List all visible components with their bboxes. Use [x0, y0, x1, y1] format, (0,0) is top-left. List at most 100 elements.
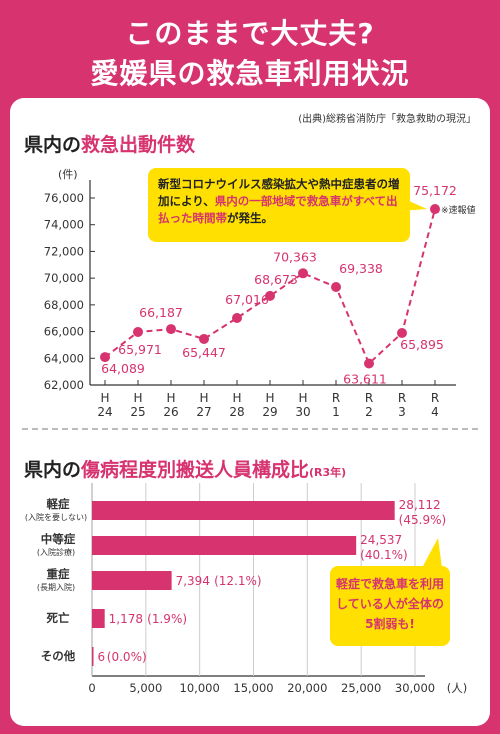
section1-title-highlight: 救急出動件数: [81, 134, 196, 156]
bar: [92, 501, 395, 520]
x-tick-era: H: [298, 391, 307, 405]
callout-pointer: [422, 538, 442, 568]
x-tick-label: 5,000: [129, 681, 162, 695]
bar-chart: 0 5,000 10,000 15,000 20,000 25,000 30,000 (人) 軽…: [25, 483, 467, 695]
x-tick-year: 25: [130, 405, 145, 419]
x-tick-era: H: [133, 391, 142, 405]
data-point: [232, 313, 242, 324]
x-tick-era: R: [431, 391, 439, 405]
x-tick-era: R: [365, 391, 373, 405]
x-tick-label: 0: [88, 681, 95, 695]
data-point: [199, 333, 209, 344]
data-label: 69,338: [339, 261, 383, 276]
x-tick-year: 27: [196, 405, 211, 419]
y-tick-label: 62,000: [44, 378, 84, 392]
content-panel: (出典)総務省消防庁「救急救助の現況」 県内の救急出動件数 (件) 62,000 6…: [10, 98, 490, 726]
data-point: [166, 324, 176, 335]
section2-title: 県内の傷病程度別搬送人員構成比(R3年): [24, 455, 346, 482]
bar: [92, 536, 357, 555]
bar-category-label: 重症: [47, 567, 70, 581]
series-line: [104, 208, 436, 366]
y-tick-label: 76,000: [44, 191, 84, 205]
x-tick-era: H: [232, 391, 241, 405]
y-tick-label: 68,000: [44, 298, 84, 312]
section1-title-pre: 県内の: [24, 134, 82, 156]
bar-category-label: その他: [41, 649, 76, 663]
provisional-note: ※速報値: [441, 204, 476, 216]
x-tick-label: 15,000: [233, 681, 273, 695]
bar: [92, 571, 172, 590]
x-tick-year: 28: [229, 405, 244, 419]
header: このままで大丈夫? 愛媛県の救急車利用状況: [0, 0, 500, 96]
section-divider: [22, 428, 478, 430]
title-line-2: 愛媛県の救急車利用状況: [90, 57, 410, 90]
y-tick-label: 74,000: [44, 218, 84, 232]
section2-title-highlight: 傷病程度別搬送人員構成比: [81, 459, 310, 481]
data-point: [430, 204, 440, 215]
data-label: 65,971: [118, 342, 162, 357]
data-label: 65,447: [182, 345, 226, 360]
x-tick-year: 29: [262, 405, 277, 419]
x-tick-era: H: [265, 391, 274, 405]
bar-value-label: 7,394: [176, 574, 210, 588]
x-tick-label: 20,000: [287, 681, 327, 695]
line-chart: (件) 62,000 64,000 66,000 68,000 70,000 72,000 7…: [44, 168, 476, 419]
data-point: [298, 268, 308, 279]
y-tick-label: 64,000: [44, 351, 84, 365]
y-axis-label: (件): [58, 168, 78, 181]
data-point: [133, 326, 143, 337]
bar-value-label: 28,112: [399, 498, 441, 512]
y-tick-label: 70,000: [44, 271, 84, 285]
data-point: [397, 327, 407, 338]
bar-category-label: 死亡: [47, 611, 70, 625]
x-tick-year: 1: [332, 405, 340, 419]
x-tick-label: 25,000: [341, 681, 381, 695]
data-label: 63,611: [343, 371, 387, 386]
x-axis-label: (人): [447, 681, 467, 695]
callout-covid-highlight: 県内の一部地域で救急車がすべて出払った時間帯: [158, 194, 398, 225]
data-label: 64,089: [101, 361, 145, 376]
bar-category-label: 中等症: [41, 532, 76, 546]
x-tick-label: 30,000: [395, 681, 435, 695]
bar: [92, 609, 105, 628]
y-tick-label: 72,000: [44, 244, 84, 258]
data-label: 65,895: [400, 337, 444, 352]
bar-category-sub: (入院を要しない): [25, 512, 87, 522]
x-tick-year: 3: [398, 405, 406, 419]
data-point: [364, 358, 374, 369]
y-tick-label: 66,000: [44, 325, 84, 339]
data-label: 75,172: [413, 183, 457, 198]
x-tick-year: 26: [163, 405, 178, 419]
x-tick-year: 30: [295, 405, 310, 419]
section1-title: 県内の救急出動件数: [24, 130, 195, 157]
x-tick-era: H: [199, 391, 208, 405]
bar: [92, 647, 94, 666]
callout-covid-pre: 新型コロナウイルス感染拡大や熱中症患者の増加により、: [158, 177, 400, 208]
bar-value-label: 6: [98, 650, 106, 664]
data-label: 68,673: [254, 272, 298, 287]
data-label: 67,016: [225, 292, 269, 307]
bar-pct-label: (12.1%): [214, 574, 261, 588]
bar-pct-label: (40.1%): [360, 548, 407, 562]
x-tick-label: 10,000: [180, 681, 220, 695]
x-tick-era: H: [100, 391, 109, 405]
section2-title-pre: 県内の: [24, 459, 82, 481]
bar-category-sub: (長期入院): [37, 582, 75, 592]
bar-pct-label: (0.0%): [107, 650, 147, 664]
source-note: (出典)総務省消防庁「救急救助の現況」: [298, 114, 476, 125]
data-label: 66,187: [139, 305, 183, 320]
data-point: [100, 352, 110, 363]
bar-category-label: 軽症: [47, 497, 70, 511]
data-label: 70,363: [273, 249, 317, 264]
callout-mild: 軽症で救急車を利用している人が全体の5割弱も!: [330, 566, 450, 646]
x-tick-era: H: [166, 391, 175, 405]
x-tick-year: 2: [365, 405, 373, 419]
bar-category-sub: (入院診療): [37, 547, 75, 557]
x-tick-era: R: [332, 391, 340, 405]
data-point: [265, 290, 275, 301]
bar-pct-label: (45.9%): [399, 513, 446, 527]
callout-covid: 新型コロナウイルス感染拡大や熱中症患者の増加により、県内の一部地域で救急車がすべ…: [148, 168, 410, 242]
x-tick-year: 24: [97, 405, 112, 419]
title-line-1: このままで大丈夫?: [125, 17, 375, 50]
data-point: [331, 281, 341, 292]
